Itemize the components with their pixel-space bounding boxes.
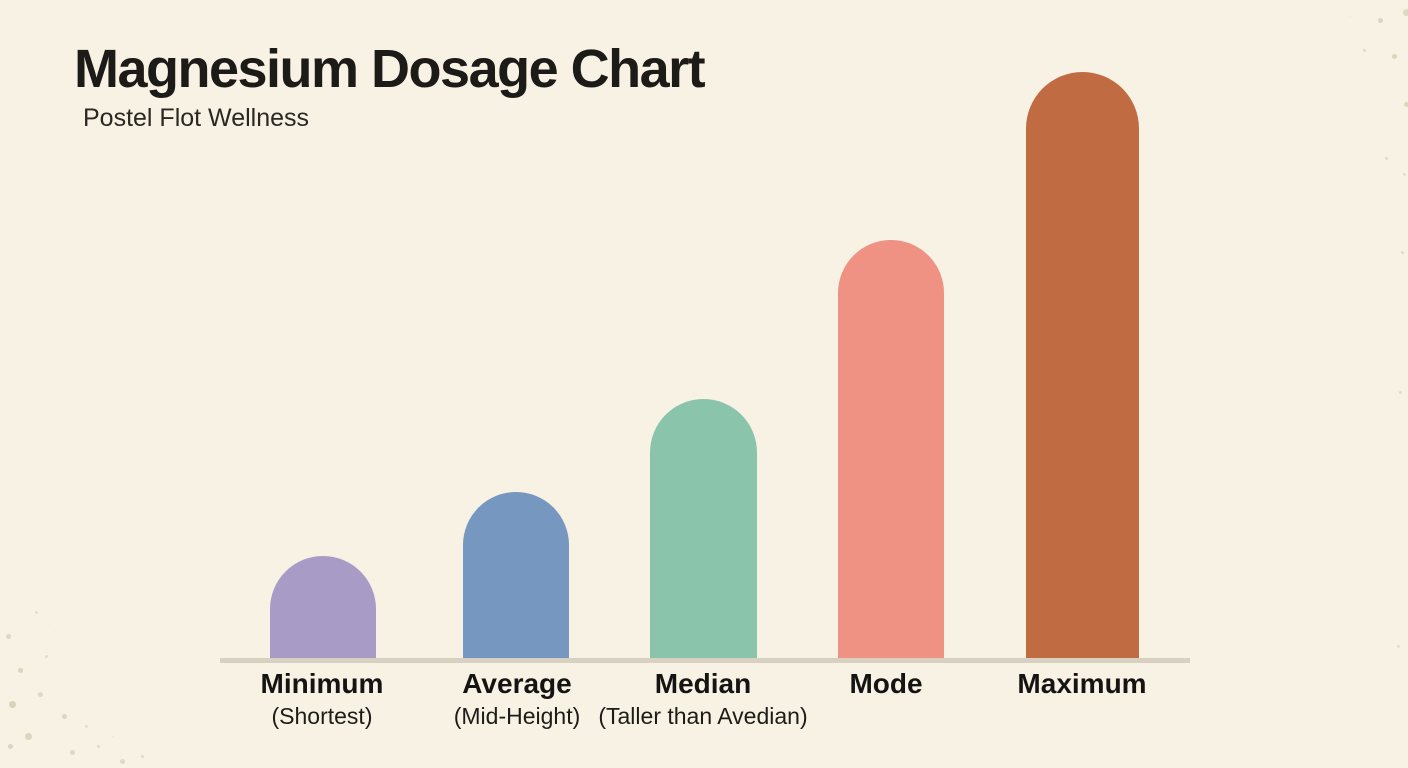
- category-name: Maximum: [1017, 668, 1147, 699]
- bar-minimum: [270, 556, 376, 660]
- category-label-mode: Mode: [754, 668, 1018, 700]
- category-sublabel: (Shortest): [271, 702, 373, 729]
- bar-mode: [838, 240, 944, 660]
- bar-median: [650, 399, 757, 660]
- category-label-average: Average (Mid-Height): [385, 668, 649, 729]
- chart-title: Magnesium Dosage Chart: [74, 39, 706, 99]
- category-sublabel: (Taller than Avedian): [598, 702, 808, 729]
- category-name: Minimum: [260, 668, 384, 699]
- bar-average: [463, 492, 569, 660]
- category-label-minimum: Minimum (Shortest): [190, 668, 454, 729]
- bar-maximum: [1026, 72, 1139, 660]
- category-label-median: Median (Taller than Avedian): [571, 668, 835, 729]
- speckle-texture-bottom-left: [0, 596, 5, 601]
- chart-subtitle: Postel Flot Wellness: [83, 104, 310, 132]
- x-axis-baseline: [220, 658, 1190, 663]
- category-name: Mode: [849, 668, 923, 699]
- category-name: Average: [462, 668, 572, 699]
- speckle-texture-top-right: [1318, 8, 1323, 13]
- category-sublabel: (Mid-Height): [453, 702, 581, 729]
- category-label-maximum: Maximum: [950, 668, 1214, 700]
- category-name: Median: [654, 668, 752, 699]
